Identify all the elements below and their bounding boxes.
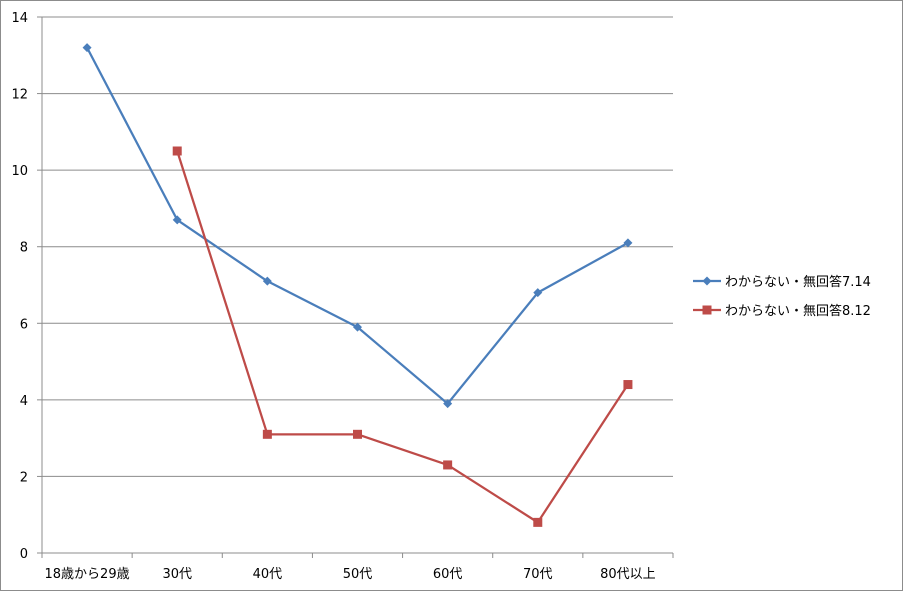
data-point-square: [533, 517, 543, 527]
data-point-diamond: [533, 288, 543, 298]
series-line: [86, 47, 629, 405]
x-tick-label: 80代以上: [600, 567, 656, 582]
legend-label: わからない・無回答7.14: [725, 274, 871, 290]
x-tick-label: 18歳から29歳: [45, 567, 130, 582]
data-point-diamond: [262, 276, 272, 286]
data-point-diamond: [702, 276, 712, 286]
series-2: [172, 146, 633, 527]
data-point-diamond: [443, 399, 453, 409]
data-point-diamond: [353, 322, 362, 332]
legend: わからない・無回答7.14 わからない・無回答8.12: [693, 274, 871, 319]
legend-entry: わからない・無回答8.12: [693, 303, 871, 319]
series-layer: [82, 43, 633, 527]
x-tick-label: 50代: [343, 567, 373, 582]
legend-label: わからない・無回答8.12: [725, 303, 871, 319]
y-tick-label: 10: [11, 164, 28, 179]
y-tick-label: 4: [20, 394, 28, 409]
axes: [37, 16, 674, 558]
data-point-diamond: [82, 43, 92, 53]
data-point-square: [623, 380, 633, 390]
y-tick-label: 0: [20, 547, 28, 562]
x-tick-labels: 18歳から29歳 30代 40代 50代 60代 70代 80代以上: [45, 567, 656, 582]
data-point-diamond: [623, 238, 633, 248]
x-tick-label: 40代: [253, 567, 283, 582]
x-tick-label: 70代: [523, 567, 553, 582]
y-tick-label: 6: [20, 317, 28, 332]
y-tick-label: 2: [20, 470, 28, 485]
data-point-square: [353, 429, 362, 439]
data-point-square: [172, 146, 182, 156]
y-tick-labels: 0 2 4 6 8 10 12 14: [11, 11, 28, 562]
y-tick-label: 12: [11, 88, 28, 103]
legend-entry: わからない・無回答7.14: [693, 274, 871, 290]
series-1: [82, 43, 633, 409]
data-point-square: [702, 305, 712, 315]
data-point-diamond: [172, 215, 182, 225]
x-tick-label: 60代: [433, 567, 463, 582]
y-tick-label: 8: [20, 241, 28, 256]
x-tick-label: 30代: [162, 567, 192, 582]
gridlines: [42, 16, 673, 477]
data-point-square: [262, 429, 272, 439]
data-point-square: [443, 460, 453, 470]
y-tick-label: 14: [11, 11, 28, 26]
series-line: [176, 150, 629, 524]
